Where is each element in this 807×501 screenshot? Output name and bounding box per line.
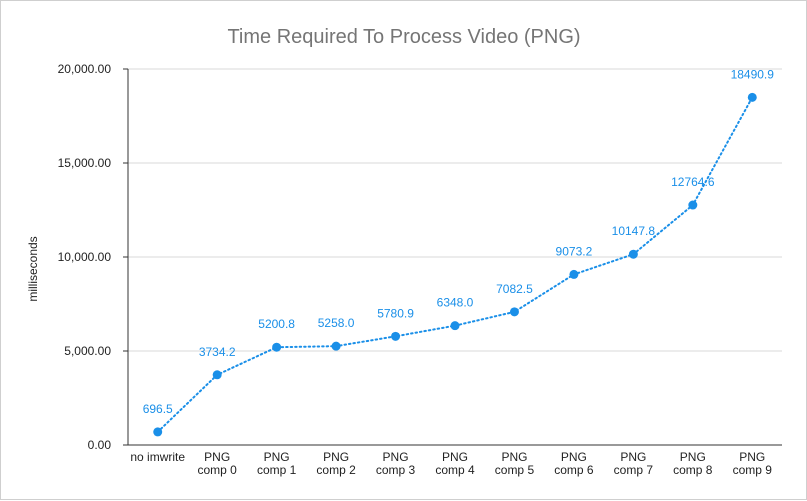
x-tick-label: PNG comp 1 [257, 450, 297, 477]
x-tick-label: PNG comp 3 [376, 450, 416, 477]
data-label: 10147.8 [612, 224, 656, 238]
y-tick-labels: 0.00 5,000.00 10,000.00 15,000.00 20,000.00 [58, 62, 112, 452]
data-point [212, 370, 222, 380]
data-point [272, 342, 282, 352]
data-point [688, 200, 698, 210]
chart-title: Time Required To Process Video (PNG) [227, 26, 580, 48]
data-point [391, 331, 401, 341]
data-point [450, 321, 460, 331]
data-labels: 696.5 3734.2 5200.8 5258.0 5780.9 6348.0 7082.… [143, 67, 775, 416]
data-point [628, 249, 638, 259]
data-point [569, 269, 579, 279]
y-tick-label: 5,000.00 [64, 344, 111, 358]
x-tick-label: PNG comp 9 [733, 450, 773, 477]
gridlines [128, 68, 782, 352]
data-point [331, 341, 341, 351]
data-label: 5258.0 [318, 316, 355, 330]
data-label: 5780.9 [377, 306, 414, 320]
y-axis-label: milliseconds [26, 236, 40, 301]
data-points [153, 92, 757, 437]
x-tick-label: no imwrite [130, 450, 185, 464]
x-tick-label: PNG comp 6 [554, 450, 594, 477]
x-tick-label: PNG comp 2 [316, 450, 356, 477]
data-label: 7082.5 [496, 282, 533, 296]
data-label: 6348.0 [437, 296, 474, 310]
data-label: 18490.9 [731, 67, 775, 81]
data-label: 12764.6 [671, 175, 715, 189]
x-tick-label: PNG comp 4 [435, 450, 475, 477]
y-tick-label: 15,000.00 [58, 156, 112, 170]
data-label: 696.5 [143, 402, 173, 416]
x-tick-label: PNG comp 8 [673, 450, 713, 477]
x-tick-label: PNG comp 5 [495, 450, 535, 477]
series-line [156, 96, 754, 433]
data-label: 3734.2 [199, 345, 236, 359]
x-tick-label: PNG comp 0 [198, 450, 238, 477]
x-tick-label: PNG comp 7 [614, 450, 654, 477]
data-point [747, 92, 757, 102]
data-label: 5200.8 [258, 317, 295, 331]
y-tick-label: 0.00 [88, 438, 112, 452]
y-tick-label: 20,000.00 [58, 62, 112, 76]
data-label: 9073.2 [556, 244, 593, 258]
series-polyline [156, 96, 754, 433]
x-tick-labels: no imwrite PNG comp 0 PNG comp 1 PNG comp 2 PNG… [130, 450, 772, 477]
axes [123, 68, 782, 446]
data-point [153, 427, 163, 437]
data-point [509, 307, 519, 317]
y-tick-label: 10,000.00 [58, 250, 112, 264]
